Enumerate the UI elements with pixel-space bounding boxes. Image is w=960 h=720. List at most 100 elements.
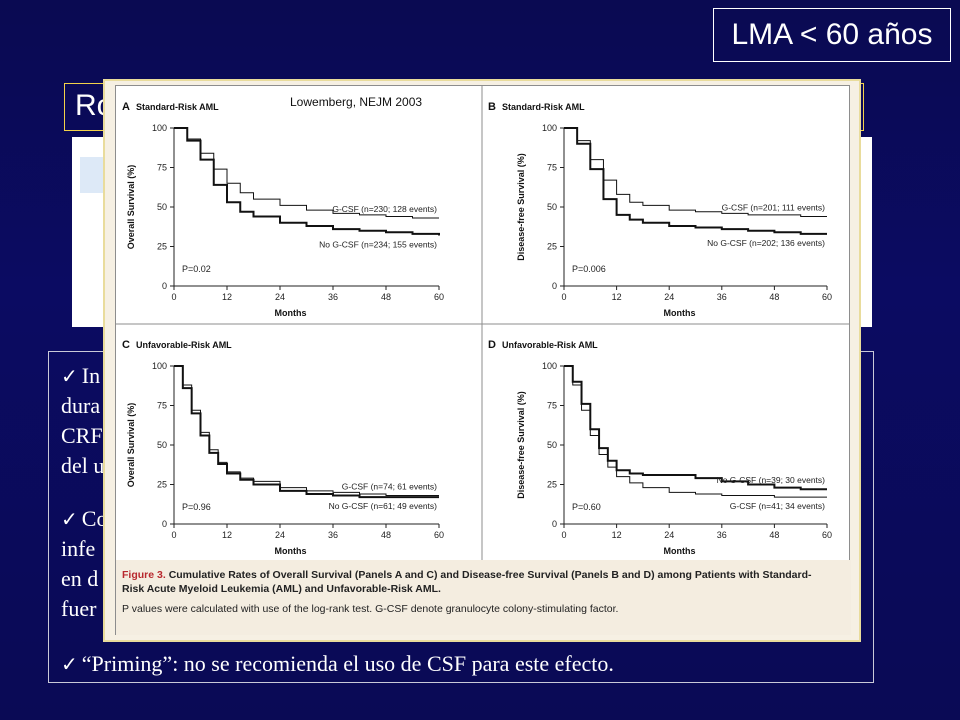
y-tick-label: 0 — [552, 281, 557, 291]
figure-reference: Lowemberg, NEJM 2003 — [290, 95, 423, 109]
panel-letter: B — [488, 101, 496, 113]
x-axis-label: Months — [664, 546, 696, 556]
y-tick-label: 50 — [547, 440, 557, 450]
y-tick-label: 25 — [157, 242, 167, 252]
y-axis-label: Disease-free Survival (%) — [516, 391, 526, 499]
y-tick-label: 25 — [547, 242, 557, 252]
series-label: No G-CSF (n=202; 136 events) — [707, 238, 825, 248]
km-series-line — [174, 127, 440, 236]
km-series-line — [564, 365, 827, 498]
y-tick-label: 100 — [152, 361, 167, 371]
y-tick-label: 0 — [162, 281, 167, 291]
figure-caption: Figure 3. Cumulative Rates of Overall Su… — [116, 560, 851, 635]
slide-badge: LMA < 60 años — [713, 8, 951, 62]
p-value-label: P=0.02 — [182, 264, 211, 274]
x-tick-label: 24 — [664, 530, 674, 540]
y-tick-label: 50 — [157, 440, 167, 450]
x-tick-label: 0 — [171, 530, 176, 540]
series-label: G-CSF (n=74; 61 events) — [342, 482, 437, 492]
series-label: G-CSF (n=201; 111 events) — [722, 202, 826, 212]
p-value-label: P=0.006 — [572, 264, 606, 274]
y-tick-label: 100 — [152, 123, 167, 133]
bullet-1-line-2: dura — [61, 393, 101, 418]
x-tick-label: 48 — [381, 530, 391, 540]
bullet-2-line-3: en d — [61, 566, 99, 591]
km-series-line — [564, 127, 827, 235]
km-series-line — [174, 127, 439, 219]
bullet-1-line-4: del u — [61, 453, 105, 478]
chart-panel-c: C Unfavorable-Risk AML 0 12 24 36 48 60 0 25 50 75 1… — [122, 339, 444, 556]
x-tick-label: 36 — [717, 292, 727, 302]
y-tick-label: 75 — [547, 163, 557, 173]
series-label: No G-CSF (n=61; 49 events) — [329, 501, 438, 511]
series-label: No G-CSF (n=39; 30 events) — [717, 475, 826, 485]
y-tick-label: 100 — [542, 361, 557, 371]
caption-figure-label: Figure 3. — [122, 569, 166, 581]
bullet-list: ✓ In dura CRF del u ✓ Co infe en d fuer ✓ “… — [48, 351, 874, 683]
x-tick-label: 36 — [328, 530, 338, 540]
x-tick-label: 60 — [822, 530, 832, 540]
x-tick-label: 36 — [328, 292, 338, 302]
bullet-3: ✓ “Priming”: no se recomienda el uso de C… — [61, 649, 869, 679]
x-tick-label: 24 — [275, 530, 285, 540]
bullet-1: ✓ In dura CRF del u — [61, 361, 869, 481]
y-tick-label: 75 — [157, 401, 167, 411]
x-axis-label: Months — [664, 308, 696, 318]
bullet-2-line-2: infe — [61, 536, 96, 561]
panel-title: Standard-Risk AML — [502, 102, 585, 112]
figure-frame: A Standard-Risk AML 0 12 24 36 48 60 0 25 50 75 100 M… — [103, 79, 861, 642]
panel-title: Unfavorable-Risk AML — [502, 340, 598, 350]
x-tick-label: 48 — [769, 530, 779, 540]
bullet-1-line-1: In — [81, 363, 101, 388]
bullet-2: ✓ Co infe en d fuer — [61, 504, 869, 624]
panel-letter: D — [488, 339, 496, 351]
chart-panel-a: A Standard-Risk AML 0 12 24 36 48 60 0 25 50 75 100 M… — [122, 101, 444, 318]
p-value-label: P=0.96 — [182, 502, 211, 512]
x-tick-label: 60 — [822, 292, 832, 302]
x-tick-label: 12 — [612, 292, 622, 302]
panel-letter: C — [122, 339, 130, 351]
x-axis-label: Months — [275, 546, 307, 556]
y-tick-label: 75 — [547, 401, 557, 411]
caption-note: P values were calculated with use of the… — [122, 603, 619, 615]
bullet-1-line-3: CRF — [61, 423, 103, 448]
p-value-label: P=0.60 — [572, 502, 601, 512]
x-tick-label: 12 — [222, 530, 232, 540]
chart-panel-d: D Unfavorable-Risk AML 0 12 24 36 48 60 0 25 50 75 1… — [488, 339, 832, 556]
y-axis-label: Overall Survival (%) — [126, 165, 136, 250]
y-tick-label: 75 — [157, 163, 167, 173]
check-icon: ✓ — [61, 507, 78, 531]
y-tick-label: 25 — [157, 480, 167, 490]
x-tick-label: 0 — [561, 530, 566, 540]
km-series-line — [564, 365, 827, 491]
y-axis-label: Disease-free Survival (%) — [516, 153, 526, 261]
bullet-2-line-4: fuer — [61, 596, 97, 621]
series-label: No G-CSF (n=234; 155 events) — [319, 239, 437, 249]
y-tick-label: 50 — [157, 202, 167, 212]
x-tick-label: 36 — [717, 530, 727, 540]
x-tick-label: 48 — [769, 292, 779, 302]
panel-letter: A — [122, 101, 130, 113]
x-tick-label: 24 — [275, 292, 285, 302]
y-tick-label: 50 — [547, 202, 557, 212]
km-series-line — [174, 365, 439, 499]
bullet-3-line-1: “Priming”: no se recomienda el uso de CS… — [81, 651, 614, 676]
caption-title-2: Risk Acute Myeloid Leukemia (AML) and Un… — [122, 583, 441, 595]
x-tick-label: 12 — [222, 292, 232, 302]
y-axis-label: Overall Survival (%) — [126, 403, 136, 488]
series-label: G-CSF (n=41; 34 events) — [730, 501, 825, 511]
y-tick-label: 100 — [542, 123, 557, 133]
x-axis-label: Months — [275, 308, 307, 318]
x-tick-label: 60 — [434, 292, 444, 302]
chart-panel-b: B Standard-Risk AML 0 12 24 36 48 60 0 25 50 75 100 M… — [488, 101, 832, 318]
figure-inner: A Standard-Risk AML 0 12 24 36 48 60 0 25 50 75 100 M… — [115, 85, 850, 635]
y-tick-label: 25 — [547, 480, 557, 490]
y-tick-label: 0 — [552, 519, 557, 529]
x-tick-label: 0 — [561, 292, 566, 302]
x-tick-label: 48 — [381, 292, 391, 302]
check-icon: ✓ — [61, 652, 78, 676]
check-icon: ✓ — [61, 364, 78, 388]
caption-title-1: Cumulative Rates of Overall Survival (Pa… — [168, 569, 812, 581]
km-series-line — [174, 365, 439, 497]
x-tick-label: 0 — [171, 292, 176, 302]
